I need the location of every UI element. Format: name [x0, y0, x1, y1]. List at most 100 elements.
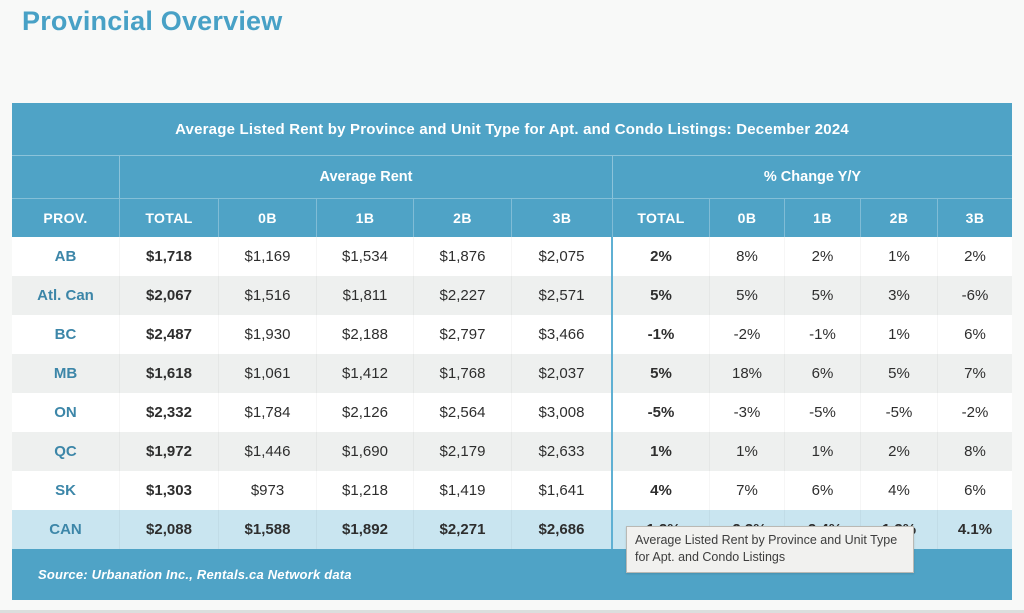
cell-change-2b: -5% — [861, 393, 938, 432]
column-header-change-3b: 3B — [965, 210, 985, 226]
cell-change-total: -5% — [613, 393, 710, 432]
page-title: Provincial Overview — [22, 6, 283, 36]
table-title: Average Listed Rent by Province and Unit… — [12, 103, 1012, 155]
cell-rent-total: $2,332 — [120, 393, 219, 432]
cell-rent-3b: $2,686 — [512, 510, 613, 549]
tooltip-line-2: for Apt. and Condo Listings — [635, 549, 786, 564]
cell-rent-2b: $2,179 — [414, 432, 512, 471]
cell-rent-1b: $1,218 — [317, 471, 414, 510]
cell-change-3b: 6% — [964, 326, 986, 343]
cell-rent-2b: $2,227 — [414, 276, 512, 315]
cell-rent-2b: $1,768 — [414, 354, 512, 393]
cell-rent-1b: $1,811 — [317, 276, 414, 315]
cell-change-3b: -6% — [961, 287, 989, 304]
cell-change-total: 5% — [613, 276, 710, 315]
cell-change-total: 2% — [613, 237, 710, 276]
cell-change-1b: 5% — [785, 276, 861, 315]
cell-change-3b: 6% — [964, 482, 986, 499]
cell-rent-total: $1,618 — [120, 354, 219, 393]
cell-change-1b: -5% — [785, 393, 861, 432]
cell-rent-1b: $1,690 — [317, 432, 414, 471]
cell-rent-3b: $2,571 — [512, 276, 613, 315]
cell-change-1b: 1% — [785, 432, 861, 471]
cell-change-1b: 6% — [785, 471, 861, 510]
cell-change-3b: 4.1% — [957, 521, 993, 538]
cell-change-3b: 2% — [964, 248, 986, 265]
cell-rent-0b: $973 — [219, 471, 317, 510]
cell-change-2b: 1% — [861, 315, 938, 354]
column-header-rent-total: TOTAL — [120, 199, 219, 237]
cell-change-3b: 8% — [964, 443, 986, 460]
province-label: BC — [12, 315, 120, 354]
table-row-mb: MB $1,618 $1,061 $1,412 $1,768 $2,037 5% 18% 6% 5… — [12, 354, 1012, 393]
cell-rent-2b: $2,271 — [414, 510, 512, 549]
cell-change-total: 4% — [613, 471, 710, 510]
column-header-rent-3b: 3B — [512, 199, 613, 237]
cell-change-1b: -1% — [785, 315, 861, 354]
cell-rent-2b: $1,419 — [414, 471, 512, 510]
cell-rent-2b: $1,876 — [414, 237, 512, 276]
cell-rent-3b: $1,641 — [512, 471, 613, 510]
cell-rent-1b: $2,188 — [317, 315, 414, 354]
cell-rent-total: $1,303 — [120, 471, 219, 510]
cell-rent-0b: $1,930 — [219, 315, 317, 354]
cell-rent-total: $2,088 — [120, 510, 219, 549]
province-label: SK — [12, 471, 120, 510]
cell-change-2b: 2% — [861, 432, 938, 471]
cell-rent-3b: $2,633 — [512, 432, 613, 471]
table-row-on: ON $2,332 $1,784 $2,126 $2,564 $3,008 -5% -3% -5… — [12, 393, 1012, 432]
cell-rent-1b: $2,126 — [317, 393, 414, 432]
cell-rent-0b: $1,446 — [219, 432, 317, 471]
cell-change-2b: 4% — [861, 471, 938, 510]
province-label: Atl. Can — [12, 276, 120, 315]
column-header-change-2b: 2B — [861, 199, 938, 237]
cell-rent-2b: $2,564 — [414, 393, 512, 432]
cell-rent-3b: $3,466 — [512, 315, 613, 354]
column-header-prov: PROV. — [12, 199, 120, 237]
cell-change-3b: 7% — [964, 365, 986, 382]
page-bottom-divider — [0, 610, 1024, 613]
cell-rent-1b: $1,892 — [317, 510, 414, 549]
cell-change-1b: 2% — [785, 237, 861, 276]
cell-change-total: 1% — [613, 432, 710, 471]
group-header-average-rent: Average Rent — [120, 156, 613, 198]
column-header-change-total: TOTAL — [613, 199, 710, 237]
cell-change-2b: 5% — [861, 354, 938, 393]
column-header-rent-1b: 1B — [317, 199, 414, 237]
cell-rent-total: $1,718 — [120, 237, 219, 276]
table-row-ab: AB $1,718 $1,169 $1,534 $1,876 $2,075 2% 8% 2% 1%… — [12, 237, 1012, 276]
column-header-change-1b: 1B — [785, 199, 861, 237]
cell-rent-total: $2,067 — [120, 276, 219, 315]
table-row-sk: SK $1,303 $973 $1,218 $1,419 $1,641 4% 7% 6% 4% 6% — [12, 471, 1012, 510]
cell-rent-0b: $1,588 — [219, 510, 317, 549]
cell-rent-0b: $1,516 — [219, 276, 317, 315]
cell-change-0b: 18% — [710, 354, 785, 393]
cell-change-0b: 5% — [710, 276, 785, 315]
column-header-rent-0b: 0B — [219, 199, 317, 237]
table-body: AB $1,718 $1,169 $1,534 $1,876 $2,075 2% 8% 2% 1%… — [12, 237, 1012, 549]
cell-rent-1b: $1,534 — [317, 237, 414, 276]
cell-rent-1b: $1,412 — [317, 354, 414, 393]
tooltip-line-1: Average Listed Rent by Province and Unit… — [635, 533, 898, 547]
group-header-pct-change: % Change Y/Y — [763, 169, 862, 185]
table-column-header-row: PROV. TOTAL 0B 1B 2B 3B TOTAL 0B 1B 2B 3B — [12, 199, 1012, 237]
cell-change-0b: -2% — [710, 315, 785, 354]
cell-rent-3b: $2,075 — [512, 237, 613, 276]
table-row-bc: BC $2,487 $1,930 $2,188 $2,797 $3,466 -1% -2% -1… — [12, 315, 1012, 354]
province-label: CAN — [12, 510, 120, 549]
table-group-header-row: Average Rent % Change Y/Y — [12, 155, 1012, 199]
cell-rent-2b: $2,797 — [414, 315, 512, 354]
cell-rent-0b: $1,169 — [219, 237, 317, 276]
cell-rent-0b: $1,784 — [219, 393, 317, 432]
table-row-qc: QC $1,972 $1,446 $1,690 $2,179 $2,633 1% 1% 1% 2%… — [12, 432, 1012, 471]
cell-change-3b: -2% — [961, 404, 989, 421]
cell-rent-0b: $1,061 — [219, 354, 317, 393]
cell-change-2b: 3% — [861, 276, 938, 315]
province-label: QC — [12, 432, 120, 471]
cell-change-total: 5% — [613, 354, 710, 393]
cell-change-0b: 1% — [710, 432, 785, 471]
province-label: MB — [12, 354, 120, 393]
cell-change-0b: 8% — [710, 237, 785, 276]
rent-table: Average Listed Rent by Province and Unit… — [12, 103, 1012, 600]
table-row-atl-can: Atl. Can $2,067 $1,516 $1,811 $2,227 $2,571 5%… — [12, 276, 1012, 315]
